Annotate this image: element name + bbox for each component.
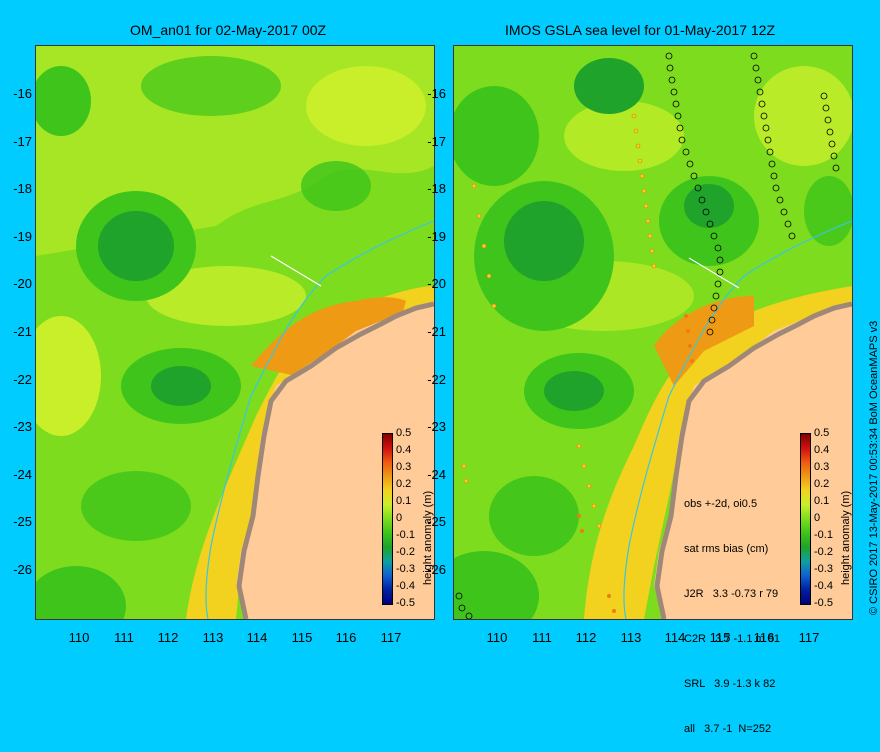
stats-line: C2R 3.7 -1.1 m 91	[684, 633, 780, 645]
lat-label: -17	[13, 134, 32, 149]
lat-label: -24	[427, 467, 446, 482]
lat-label: -21	[13, 324, 32, 339]
left-map-canvas	[36, 46, 434, 619]
lat-label: -26	[13, 562, 32, 577]
satellite-track-markers	[455, 52, 840, 619]
lat-label: -23	[13, 419, 32, 434]
left-colorbar-tick: 0.2	[396, 478, 412, 490]
obs-stats-panel: obs +-2d, oi0.5 sat rms bias (cm) J2R 3.…	[684, 467, 780, 752]
lat-label: -25	[13, 514, 32, 529]
right-coastline	[654, 301, 852, 619]
lat-label: -19	[427, 229, 446, 244]
right-map-title: IMOS GSLA sea level for 01-May-2017 12Z	[505, 22, 776, 38]
left-map-panel	[35, 45, 435, 620]
lat-label: -23	[427, 419, 446, 434]
lat-label: -20	[13, 276, 32, 291]
lat-label: -16	[13, 86, 32, 101]
lat-label: -16	[427, 86, 446, 101]
stats-line: J2R 3.3 -0.73 r 79	[684, 588, 779, 600]
right-map-panel	[453, 45, 853, 620]
left-map-title: OM_an01 for 02-May-2017 00Z	[130, 22, 327, 38]
copyright-credit: © CSIRO 2017 13-May-2017 00:53:34 BoM Oc…	[868, 320, 880, 615]
lat-label: -20	[427, 276, 446, 291]
lon-label: 113	[620, 630, 642, 645]
right-colorbar-title: height anomaly (m)	[840, 490, 852, 585]
lat-label: -19	[13, 229, 32, 244]
right-colorbar-tick: -0.3	[814, 563, 833, 575]
left-colorbar-tick: -0.5	[396, 597, 415, 609]
left-colorbar-tick: -0.1	[396, 529, 415, 541]
lon-label: 113	[202, 630, 224, 645]
left-colorbar-tick: 0.3	[396, 461, 412, 473]
right-colorbar-tick: -0.5	[814, 597, 833, 609]
lon-label: 114	[664, 630, 686, 645]
stats-line: sat rms bias (cm)	[684, 543, 769, 555]
left-section-line	[270, 255, 322, 287]
right-colorbar-tick: 0.3	[814, 461, 830, 473]
stats-line: SRL 3.9 -1.3 k 82	[684, 678, 776, 690]
lon-label: 112	[575, 630, 597, 645]
lon-label: 115	[291, 630, 313, 645]
left-colorbar	[382, 433, 393, 605]
right-colorbar-tick: 0.1	[814, 495, 830, 507]
stats-line: all 3.7 -1 N=252	[684, 723, 772, 735]
right-map-canvas	[454, 46, 852, 619]
lat-label: -24	[13, 467, 32, 482]
right-colorbar-tick: 0.5	[814, 427, 830, 439]
lon-label: 116	[753, 630, 775, 645]
lon-label: 115	[709, 630, 731, 645]
lon-label: 111	[114, 630, 134, 645]
left-colorbar-tick: -0.4	[396, 580, 415, 592]
lon-label: 114	[246, 630, 268, 645]
right-colorbar-tick: 0	[814, 512, 821, 524]
lat-label: -17	[427, 134, 446, 149]
left-shelf-edge	[205, 220, 434, 619]
lat-label: -22	[427, 372, 446, 387]
stats-line: obs +-2d, oi0.5	[684, 498, 758, 510]
right-colorbar-tick: -0.4	[814, 580, 833, 592]
lon-label: 111	[532, 630, 552, 645]
lat-label: -26	[427, 562, 446, 577]
right-colorbar-tick: -0.1	[814, 529, 833, 541]
lon-label: 110	[486, 630, 508, 645]
lat-label: -18	[13, 181, 32, 196]
left-coastline	[236, 301, 434, 619]
lon-label: 110	[68, 630, 90, 645]
right-section-line	[688, 257, 740, 289]
lon-label: 116	[335, 630, 357, 645]
observation-dots-yellow	[461, 113, 657, 529]
lat-label: -22	[13, 372, 32, 387]
right-colorbar-tick: 0.4	[814, 444, 830, 456]
lon-label: 112	[157, 630, 179, 645]
right-colorbar-tick: -0.2	[814, 546, 833, 558]
lat-label: -21	[427, 324, 446, 339]
left-colorbar-tick: -0.2	[396, 546, 415, 558]
lat-label: -18	[427, 181, 446, 196]
left-colorbar-title: height anomaly (m)	[422, 490, 434, 585]
lon-label: 117	[798, 630, 820, 645]
left-colorbar-tick: 0.4	[396, 444, 412, 456]
left-colorbar-tick: 0.5	[396, 427, 412, 439]
observation-dots-orange	[577, 314, 694, 613]
right-coastal-band	[584, 286, 852, 619]
left-colorbar-tick: -0.3	[396, 563, 415, 575]
right-colorbar-tick: 0.2	[814, 478, 830, 490]
lat-label: -25	[427, 514, 446, 529]
right-shelf-edge	[623, 220, 852, 619]
left-colorbar-tick: 0	[396, 512, 403, 524]
left-colorbar-tick: 0.1	[396, 495, 412, 507]
right-colorbar	[800, 433, 811, 605]
lon-label: 117	[380, 630, 402, 645]
